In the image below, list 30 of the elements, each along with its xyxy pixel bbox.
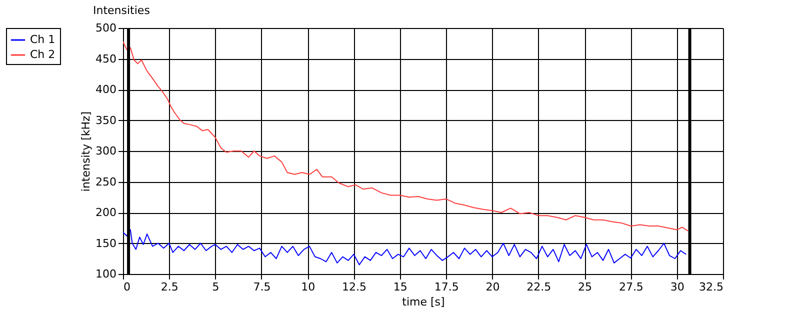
- x-tick-label: 27.5: [618, 280, 644, 294]
- y-tick-label: 500: [96, 22, 116, 34]
- x-tick-label: 7.5: [253, 280, 271, 294]
- x-tick-label: 12.5: [342, 280, 367, 294]
- y-tick-label: 200: [96, 206, 116, 219]
- x-tick-label: 17.5: [434, 280, 459, 294]
- y-tick-label: 350: [96, 114, 116, 127]
- legend-label: Ch 2: [30, 48, 56, 61]
- x-tick-label: 2.5: [160, 280, 178, 294]
- x-tick-label: 32.5: [699, 280, 724, 294]
- y-tick-label: 100: [96, 268, 116, 280]
- x-tick-label: 30: [670, 280, 684, 294]
- y-tick-label: 400: [96, 83, 116, 96]
- y-tick-label: 150: [96, 236, 116, 250]
- y-axis-title: intensity [kHz]: [80, 111, 93, 192]
- x-axis-title: time [s]: [402, 296, 445, 308]
- x-tick-label: 15: [393, 280, 408, 294]
- x-tick-label: 25: [578, 280, 592, 294]
- y-tick-label: 450: [96, 52, 116, 66]
- x-tick-label: 22.5: [526, 280, 552, 294]
- line-series: [123, 41, 688, 232]
- line-series: [123, 229, 687, 266]
- y-tick-label: 300: [96, 144, 116, 158]
- chart-title: Intensities: [93, 4, 150, 17]
- x-tick-label: 5: [212, 280, 220, 294]
- x-tick-label: 10: [301, 280, 316, 294]
- x-tick-label: 20: [486, 280, 500, 294]
- y-tick-label: 250: [96, 175, 116, 188]
- legend-label: Ch 1: [30, 33, 56, 46]
- x-tick-label: 0: [124, 280, 130, 294]
